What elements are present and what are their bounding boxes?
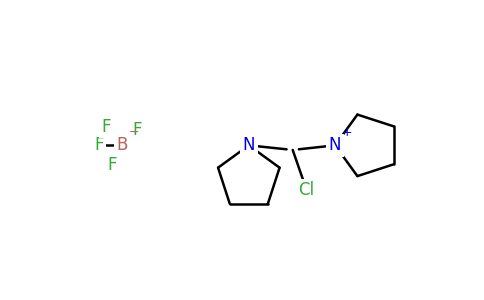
Text: F: F <box>107 156 117 174</box>
Text: −: − <box>129 126 139 139</box>
Text: F: F <box>133 121 142 139</box>
Text: +: + <box>342 126 353 139</box>
Text: F: F <box>102 118 111 136</box>
Text: Cl: Cl <box>299 181 315 199</box>
Text: B: B <box>116 136 127 154</box>
Text: N: N <box>329 136 341 154</box>
Text: N: N <box>242 136 255 154</box>
Text: F: F <box>94 136 104 154</box>
